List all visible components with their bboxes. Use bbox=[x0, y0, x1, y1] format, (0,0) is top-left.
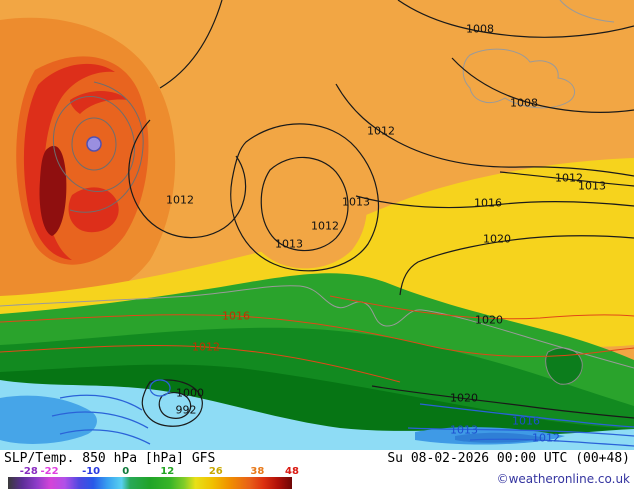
legend-tick: 12 bbox=[160, 466, 175, 477]
footer-bar: SLP/Temp. 850 hPa [hPa] GFS Su 08-02-202… bbox=[0, 450, 634, 490]
footer-text-row: SLP/Temp. 850 hPa [hPa] GFS Su 08-02-202… bbox=[0, 451, 634, 466]
cyclone-contours bbox=[52, 81, 144, 213]
legend-tick: 26 bbox=[208, 466, 223, 477]
map-title: SLP/Temp. 850 hPa [hPa] GFS bbox=[4, 451, 216, 466]
isobars-black bbox=[128, 0, 634, 427]
contours-red bbox=[0, 295, 634, 383]
map-canvas: 1008 1008 1012 1012 1013 1016 1012 1013 1020 1012… bbox=[0, 0, 634, 450]
copyright-link[interactable]: ©weatheronline.co.uk bbox=[496, 472, 630, 486]
legend-tick: 48 bbox=[285, 466, 299, 477]
legend-tick: -10 bbox=[82, 466, 101, 477]
temperature-legend: -28 -22 -10 0 12 26 38 48 bbox=[8, 466, 299, 490]
legend-tick: -22 bbox=[40, 466, 59, 477]
contours-blue bbox=[51, 379, 634, 447]
legend-tick: 38 bbox=[250, 466, 265, 477]
legend-tick: 0 bbox=[122, 466, 130, 477]
legend-tick: -28 bbox=[19, 466, 38, 477]
map-datetime: Su 08-02-2026 00:00 UTC (00+48) bbox=[387, 451, 630, 466]
temperature-field bbox=[0, 0, 634, 450]
temperature-colorbar bbox=[8, 477, 292, 489]
weather-map-image bbox=[0, 0, 634, 450]
legend-tick-labels: -28 -22 -10 0 12 26 38 48 bbox=[8, 466, 299, 477]
low-center-icon bbox=[86, 136, 102, 152]
